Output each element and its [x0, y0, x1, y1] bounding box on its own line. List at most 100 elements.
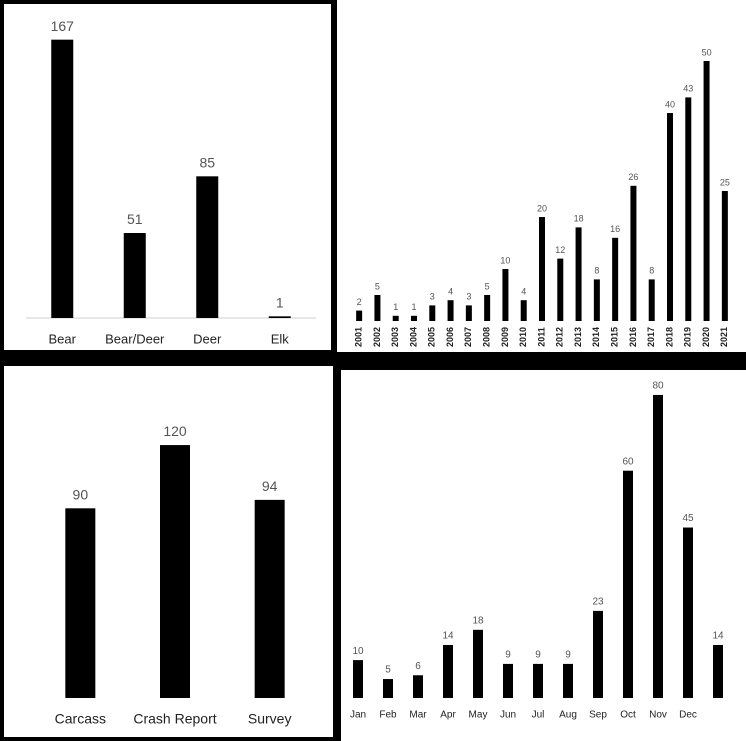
category-label: Jan — [350, 710, 366, 721]
bar — [539, 217, 545, 321]
value-label: 43 — [683, 84, 693, 94]
category-label: Carcass — [55, 711, 106, 727]
category-label: 2003 — [390, 327, 400, 347]
value-label: 3 — [430, 292, 435, 302]
bar — [575, 227, 582, 321]
value-label: 16 — [610, 224, 620, 234]
bar — [612, 237, 619, 321]
bar — [484, 295, 491, 321]
bar — [356, 310, 363, 321]
value-label: 167 — [51, 18, 75, 34]
value-label: 85 — [199, 154, 215, 170]
value-label: 8 — [594, 266, 599, 276]
bar — [557, 258, 564, 321]
category-label: Aug — [559, 710, 577, 721]
value-label: 26 — [628, 172, 638, 182]
category-label: 2013 — [573, 327, 583, 347]
bar — [374, 295, 381, 321]
bar — [502, 269, 509, 321]
value-label: 2 — [357, 297, 362, 307]
category-label: 2001 — [354, 327, 364, 347]
category-label: Jul — [532, 710, 545, 721]
value-label: 120 — [163, 423, 187, 439]
value-label: 25 — [720, 177, 730, 187]
bar — [473, 629, 483, 698]
bar — [593, 610, 603, 698]
value-label: 3 — [466, 292, 471, 302]
category-label: Elk — [271, 331, 290, 346]
category-label: 2021 — [719, 327, 729, 347]
category-label: Feb — [379, 710, 397, 721]
bar — [593, 279, 600, 321]
category-label: Jun — [500, 710, 516, 721]
category-label: 2006 — [445, 327, 455, 347]
category-label: Deer — [193, 331, 222, 346]
value-label: 8 — [649, 266, 654, 276]
category-label: Nov — [649, 710, 667, 721]
bar — [630, 185, 637, 321]
bar — [160, 445, 190, 698]
value-label: 1 — [276, 294, 284, 310]
value-label: 14 — [712, 631, 724, 642]
category-label: Crash Report — [133, 711, 216, 727]
category-label: 2018 — [664, 327, 674, 347]
value-label: 10 — [500, 255, 510, 265]
category-label: 2020 — [701, 327, 711, 347]
category-label: Mar — [409, 710, 427, 721]
value-label: 50 — [702, 47, 712, 57]
bar — [413, 675, 423, 698]
value-label: 18 — [574, 214, 584, 224]
category-label: 2014 — [591, 327, 601, 347]
bar — [429, 305, 436, 321]
bar — [520, 300, 527, 321]
value-label: 45 — [682, 513, 694, 524]
category-label: Survey — [248, 711, 292, 727]
bar — [411, 315, 417, 321]
value-label: 6 — [415, 661, 421, 672]
category-label: 2007 — [463, 327, 473, 347]
bar — [648, 279, 655, 321]
category-label: 2004 — [408, 327, 418, 347]
bar — [268, 316, 291, 318]
category-label: Oct — [620, 710, 636, 721]
bar — [51, 39, 74, 319]
value-label: 40 — [665, 99, 675, 109]
bar — [383, 679, 393, 698]
bar — [65, 508, 96, 698]
category-label: 2017 — [646, 327, 656, 347]
value-label: 5 — [385, 665, 391, 676]
category-label: May — [469, 710, 488, 721]
value-label: 94 — [262, 478, 278, 494]
value-label: 9 — [535, 650, 541, 661]
category-label: 2019 — [683, 327, 693, 347]
bar — [667, 113, 673, 321]
value-label: 14 — [442, 631, 454, 642]
category-label: 2010 — [518, 327, 528, 347]
category-label: Apr — [440, 710, 456, 721]
value-label: 5 — [485, 281, 490, 291]
bar — [503, 663, 513, 698]
bar — [353, 660, 363, 698]
category-label: 2005 — [427, 327, 437, 347]
category-label: Bear/Deer — [105, 331, 165, 346]
value-label: 18 — [472, 615, 484, 626]
value-label: 20 — [537, 203, 547, 213]
category-label: 2016 — [628, 327, 638, 347]
value-label: 12 — [555, 245, 565, 255]
bar — [533, 663, 543, 698]
category-label: 2011 — [536, 327, 546, 347]
value-label: 90 — [73, 486, 89, 502]
bar — [653, 394, 663, 698]
value-label: 4 — [521, 286, 526, 296]
value-label: 9 — [565, 650, 571, 661]
category-label: 2009 — [500, 327, 510, 347]
value-label: 10 — [352, 646, 364, 657]
bar — [123, 233, 146, 318]
category-label: 2008 — [482, 327, 492, 347]
value-label: 1 — [411, 302, 416, 312]
panel — [341, 370, 746, 741]
bar — [254, 499, 285, 698]
bar — [443, 644, 453, 698]
value-label: 23 — [592, 597, 604, 608]
